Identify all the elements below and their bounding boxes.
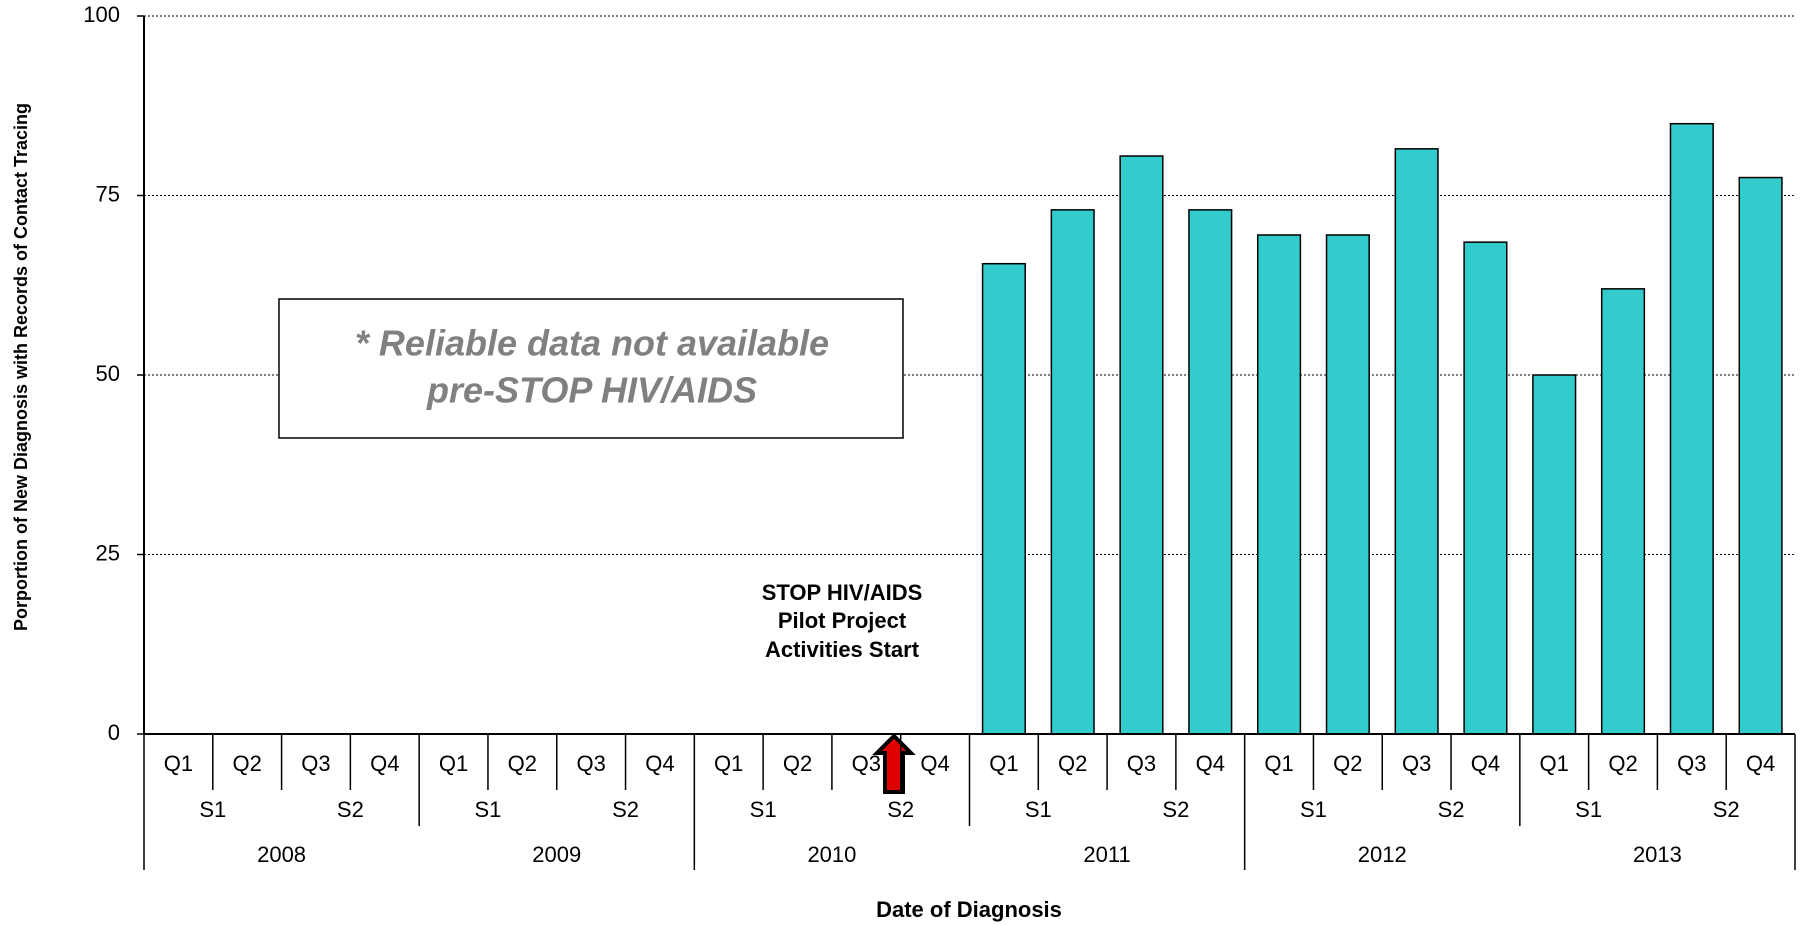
- bar: [1738, 176, 1783, 735]
- semester-label: S2: [1438, 797, 1465, 822]
- x-tick-label: Q3: [1127, 751, 1156, 776]
- year-label: 2012: [1358, 842, 1407, 867]
- semester-label: S2: [612, 797, 639, 822]
- x-axis-title: Date of Diagnosis: [876, 897, 1062, 922]
- year-label: 2013: [1633, 842, 1682, 867]
- x-tick-label: Q4: [370, 751, 399, 776]
- event-text: Pilot Project: [778, 608, 907, 633]
- year-label: 2009: [532, 842, 581, 867]
- semester-label: S1: [1025, 797, 1052, 822]
- x-tick-label: Q1: [439, 751, 468, 776]
- y-tick-label: 75: [96, 181, 120, 206]
- x-tick-label: Q1: [989, 751, 1018, 776]
- x-tick-label: Q3: [301, 751, 330, 776]
- y-axis-title: Porportion of New Diagnosis with Records…: [11, 103, 31, 631]
- x-tick-label: Q4: [645, 751, 674, 776]
- note-text: pre-STOP HIV/AIDS: [426, 370, 757, 411]
- x-tick-label: Q1: [164, 751, 193, 776]
- bar: [1050, 209, 1095, 735]
- y-tick-label: 0: [108, 720, 120, 745]
- x-tick-label: Q3: [576, 751, 605, 776]
- semester-label: S2: [1713, 797, 1740, 822]
- x-tick-label: Q3: [1677, 751, 1706, 776]
- year-label: 2010: [807, 842, 856, 867]
- x-tick-label: Q4: [1746, 751, 1775, 776]
- y-tick-label: 25: [96, 540, 120, 565]
- start-arrow: [872, 733, 916, 794]
- event-text: Activities Start: [765, 637, 920, 662]
- x-tick-label: Q4: [920, 751, 949, 776]
- x-tick-label: Q2: [508, 751, 537, 776]
- x-tick-label: Q2: [1608, 751, 1637, 776]
- x-tick-label: Q1: [714, 751, 743, 776]
- semester-label: S2: [337, 797, 364, 822]
- bar: [1463, 241, 1508, 735]
- note-text: * Reliable data not available: [355, 323, 829, 364]
- bar: [1119, 155, 1164, 735]
- bar: [1532, 374, 1577, 735]
- bar: [1669, 122, 1714, 735]
- semester-label: S1: [1300, 797, 1327, 822]
- semester-label: S1: [1575, 797, 1602, 822]
- x-tick-label: Q3: [852, 751, 881, 776]
- x-tick-label: Q2: [1058, 751, 1087, 776]
- semester-label: S2: [887, 797, 914, 822]
- bar: [981, 262, 1026, 735]
- event-text: STOP HIV/AIDS: [762, 580, 923, 605]
- y-tick-label: 100: [83, 2, 120, 27]
- x-tick-label: Q1: [1540, 751, 1569, 776]
- year-label: 2008: [257, 842, 306, 867]
- semester-label: S1: [199, 797, 226, 822]
- semester-label: S1: [474, 797, 501, 822]
- x-tick-label: Q4: [1471, 751, 1500, 776]
- x-tick-label: Q4: [1196, 751, 1225, 776]
- bar: [1256, 234, 1302, 735]
- bar: [1188, 209, 1233, 735]
- note-box: [278, 298, 904, 439]
- semester-label: S1: [750, 797, 777, 822]
- x-tick-label: Q2: [233, 751, 262, 776]
- semester-label: S2: [1162, 797, 1189, 822]
- x-tick-label: Q2: [783, 751, 812, 776]
- bar: [1600, 288, 1646, 735]
- bar: [1325, 234, 1370, 735]
- x-tick-label: Q1: [1264, 751, 1293, 776]
- year-label: 2011: [1083, 842, 1130, 867]
- y-tick-label: 50: [96, 361, 120, 386]
- bar: [1394, 148, 1439, 735]
- x-tick-label: Q3: [1402, 751, 1431, 776]
- x-tick-label: Q2: [1333, 751, 1362, 776]
